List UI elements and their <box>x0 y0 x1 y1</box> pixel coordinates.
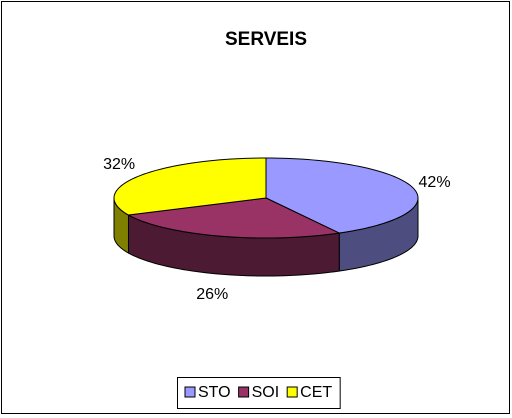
legend-swatch <box>238 386 250 398</box>
legend-label: SOI <box>252 384 280 401</box>
data-label: 26% <box>196 286 228 303</box>
data-label: 42% <box>419 174 451 191</box>
legend-box <box>177 377 341 409</box>
pie-tops <box>113 157 419 239</box>
legend-label: CET <box>300 384 332 401</box>
pie-slice <box>126 197 341 239</box>
chart-title: SERVEIS <box>225 29 307 50</box>
legend-swatch <box>184 386 196 398</box>
legend-label: STO <box>198 384 231 401</box>
data-label: 32% <box>103 156 135 173</box>
pie-slice <box>265 157 419 234</box>
legend: STO SOI CET <box>177 377 341 409</box>
legend-swatch <box>286 386 298 398</box>
pie-slice <box>113 157 267 216</box>
